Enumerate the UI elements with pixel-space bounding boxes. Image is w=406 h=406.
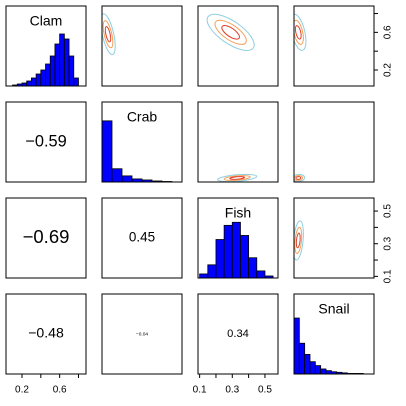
hist-bar [63, 38, 70, 87]
hist-bar [215, 239, 225, 279]
panel-frame [197, 197, 279, 279]
contour [206, 13, 255, 51]
density-panel [294, 220, 304, 261]
correlation: −0.69 [23, 226, 70, 247]
contour [294, 220, 304, 261]
panel-frame [293, 101, 375, 183]
variable-name: Crab [127, 109, 158, 125]
y-tick-label: 0.3 [383, 236, 394, 250]
y-tick-label: 0.5 [383, 204, 394, 218]
contour [295, 176, 302, 180]
panel-frame [197, 293, 279, 375]
correlation: −0.04 [136, 331, 149, 337]
hist-bar [314, 365, 322, 375]
variable-name: Snail [318, 301, 349, 317]
panel-frame [5, 101, 87, 183]
correlation: 0.45 [129, 230, 155, 245]
hist-bar [26, 80, 32, 87]
contour [229, 176, 246, 180]
hist-bar [40, 69, 46, 87]
hist-bar [49, 55, 56, 87]
panel-frame [293, 5, 375, 87]
hist-bar [59, 33, 65, 87]
contour [294, 226, 303, 255]
correlation: −0.59 [25, 132, 66, 150]
y-tick-label: 0.6 [383, 25, 394, 39]
hist-bar [309, 361, 316, 375]
variable-name: Clam [30, 13, 63, 29]
panel-frame [101, 293, 183, 375]
hist-bar [35, 73, 42, 87]
panel-frame [5, 197, 87, 279]
panel-frame [293, 293, 375, 375]
density-panel [217, 173, 258, 182]
panel-frame [293, 197, 375, 279]
hist-bar [248, 257, 258, 279]
x-tick-label: 0.5 [258, 385, 272, 396]
hist-bar [121, 175, 133, 183]
hist-bar [231, 221, 241, 279]
contour [102, 13, 116, 56]
y-tick-label: 0.2 [383, 63, 394, 77]
hist-bar [325, 370, 332, 375]
hist-bar [298, 342, 306, 375]
hist-bar [73, 77, 79, 87]
hist-bar [223, 224, 233, 279]
hist-bar [320, 368, 327, 375]
contour [294, 25, 302, 40]
correlation: 0.34 [227, 328, 249, 340]
hist-bar [54, 43, 61, 87]
x-tick-label: 0.3 [225, 385, 239, 396]
panel-frame [5, 5, 87, 87]
hist-bar [207, 264, 217, 279]
contour [104, 26, 112, 43]
hist-bar [240, 235, 250, 279]
contour [214, 19, 247, 45]
panel-frame [101, 5, 183, 87]
hist-bar [199, 273, 209, 279]
contour [294, 13, 307, 51]
panel-frame [101, 101, 183, 183]
correlation: −0.48 [28, 325, 64, 341]
contour [221, 25, 240, 40]
hist-bar [101, 120, 113, 183]
density-panel [102, 13, 116, 56]
hist-bar [45, 63, 51, 87]
contour [223, 175, 251, 181]
density-panel [294, 13, 307, 51]
contour [294, 19, 304, 45]
hist-bar [304, 354, 311, 375]
density-panel [206, 13, 255, 51]
hist-bar [68, 55, 75, 87]
panel-frame [197, 5, 279, 87]
hist-bar [256, 270, 266, 279]
hist-bar [31, 77, 37, 87]
y-tick-label: 0.1 [383, 269, 394, 283]
hist-bar [111, 168, 123, 183]
contour [217, 173, 258, 182]
contour [295, 232, 301, 249]
panel-frame [5, 293, 87, 375]
variable-name: Fish [225, 205, 251, 221]
x-tick-label: 0.6 [53, 385, 67, 396]
contour [294, 175, 304, 181]
panel-frame [197, 101, 279, 183]
contour [102, 20, 114, 49]
x-tick-label: 0.2 [15, 385, 29, 396]
x-tick-label: 0.1 [193, 385, 207, 396]
hist-bar [293, 317, 300, 375]
panel-frame [101, 197, 183, 279]
